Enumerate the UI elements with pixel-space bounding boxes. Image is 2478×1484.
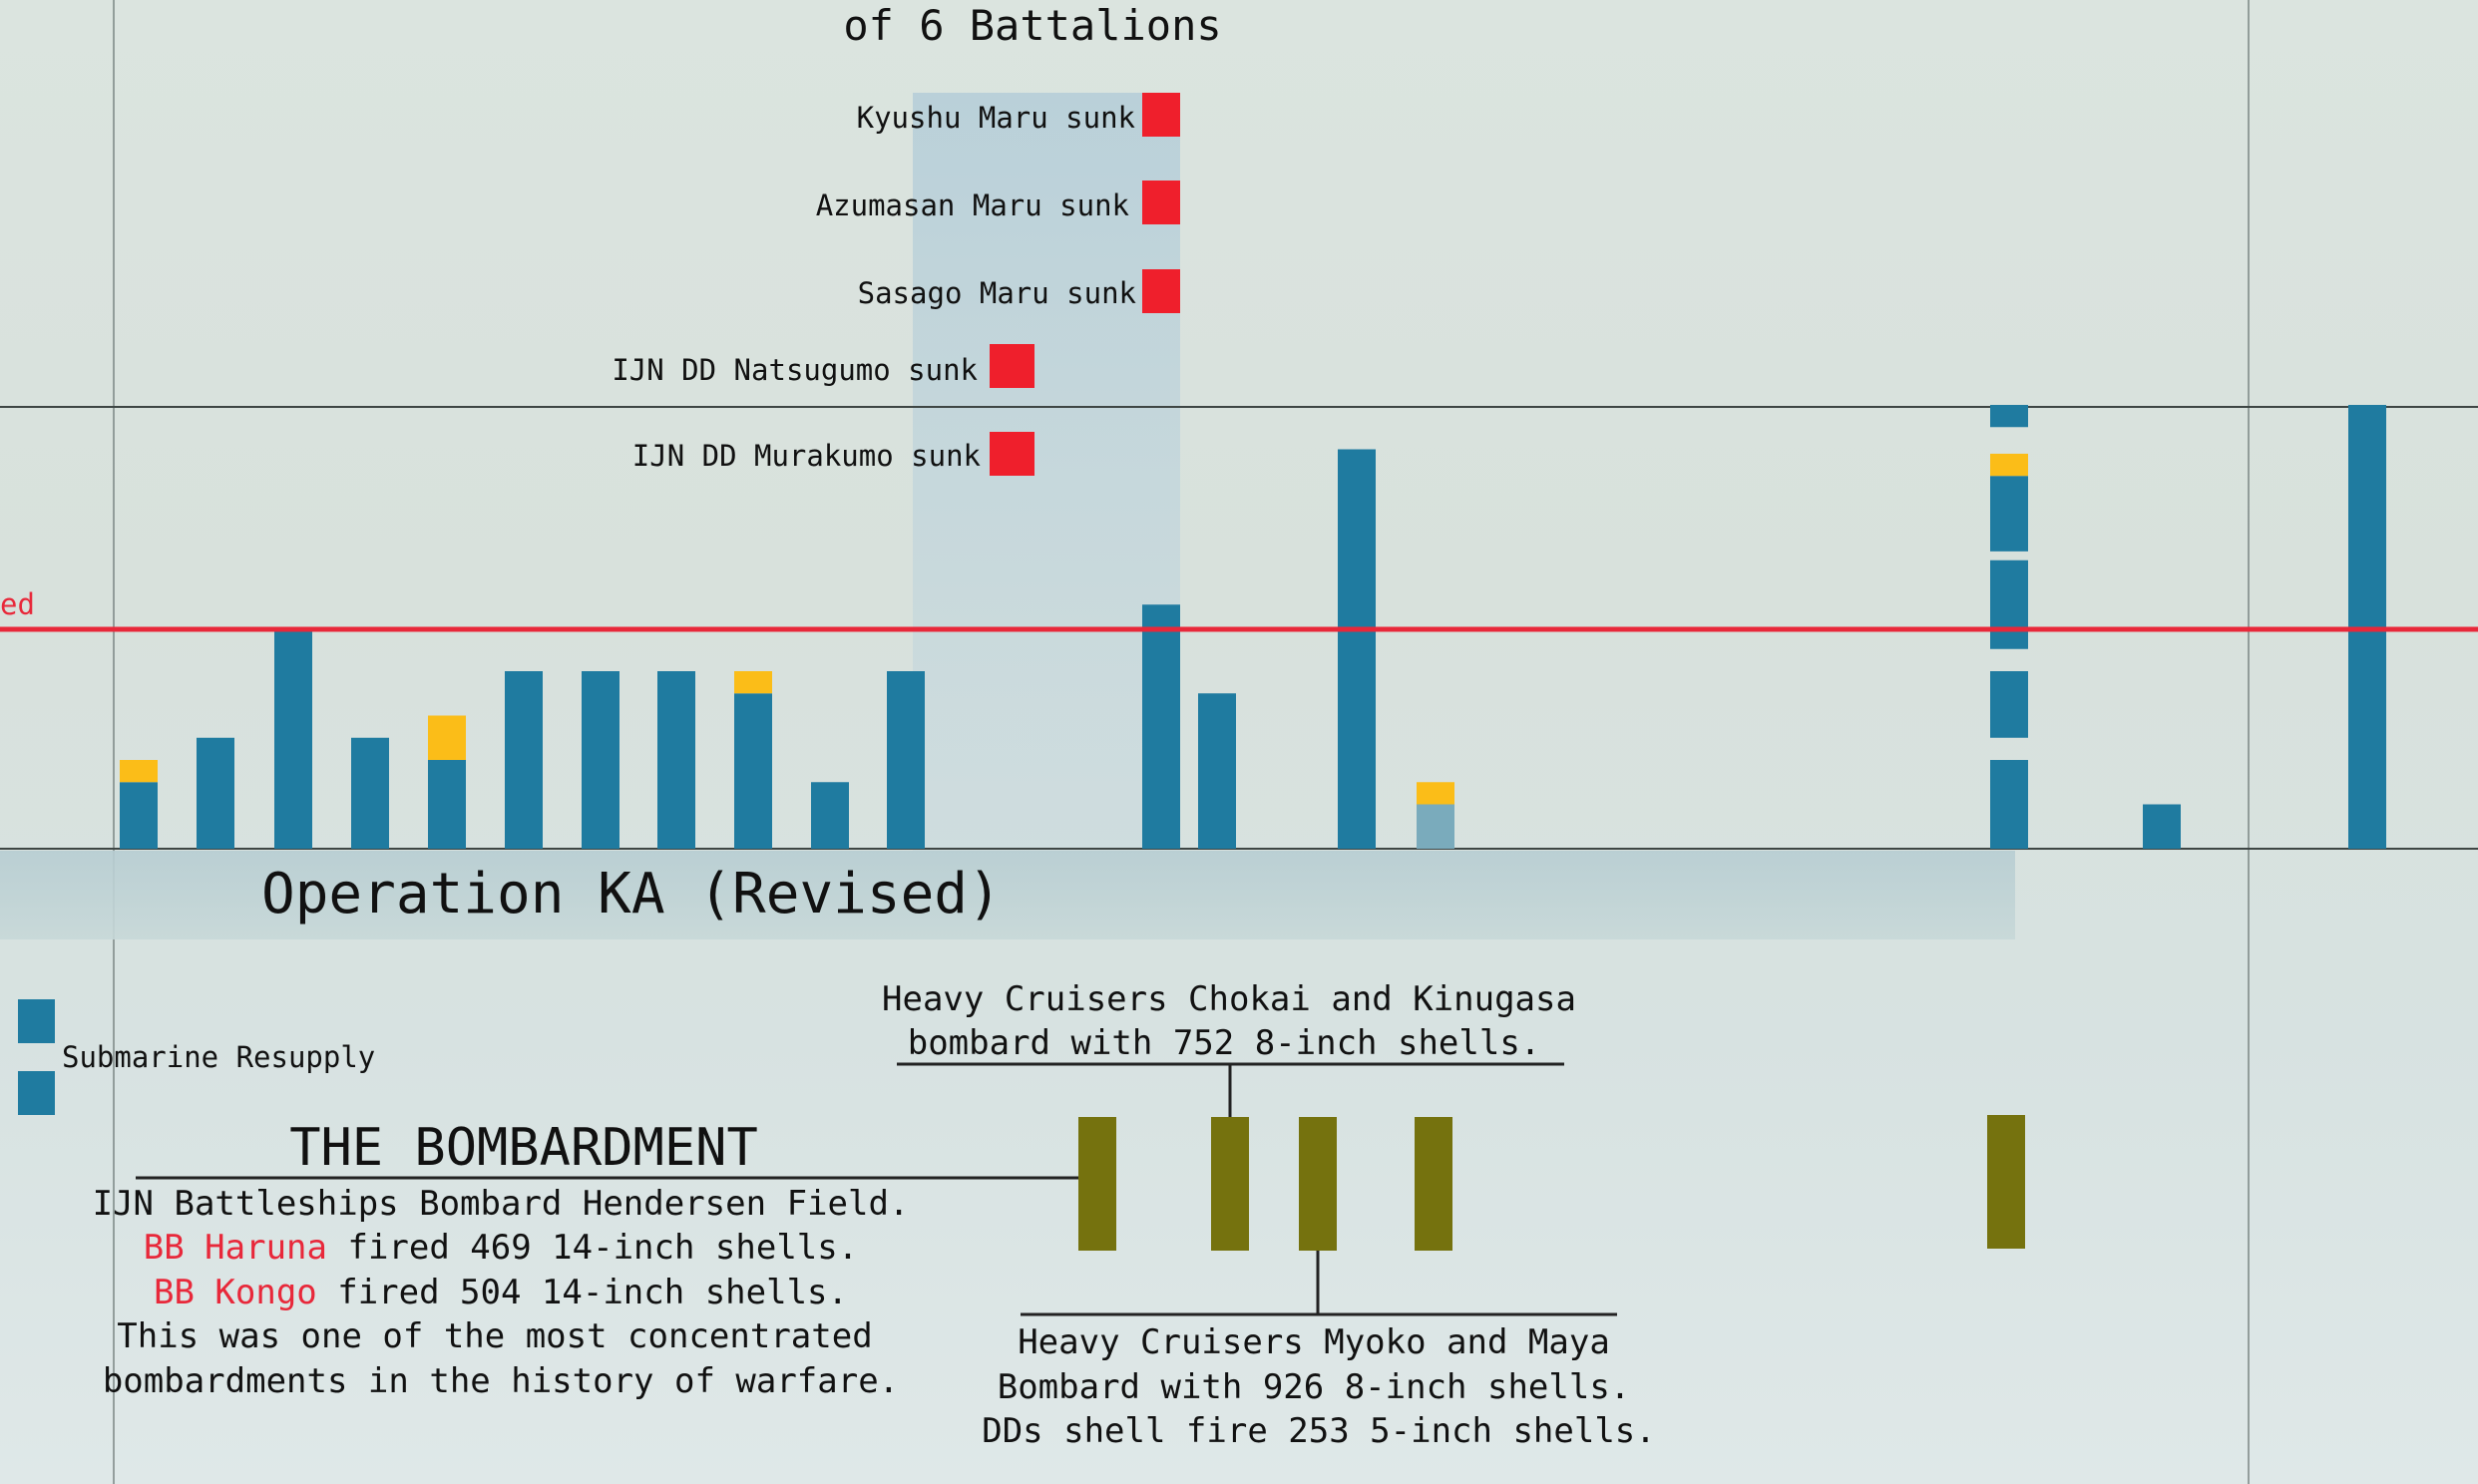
legend-swatch-2 xyxy=(18,1071,55,1115)
bar-14 xyxy=(1338,449,1376,849)
bar-segment-blue xyxy=(1990,671,2028,738)
bar-16 xyxy=(1990,405,2028,849)
bar-segment-blue xyxy=(1990,760,2028,849)
cruisers-bottom-line-1: Heavy Cruisers Myoko and Maya xyxy=(1018,1322,1610,1362)
bar-segment-blue xyxy=(1142,604,1180,849)
bar-segment-blue xyxy=(582,671,620,849)
sunk-marker xyxy=(1142,93,1180,137)
operation-label: Operation KA (Revised) xyxy=(261,862,1002,927)
bombardment-line-2: BB Haruna fired 469 14-inch shells. xyxy=(144,1228,858,1268)
bar-segment-yellow xyxy=(428,715,466,760)
legend-swatch-1 xyxy=(18,999,55,1043)
bar-segment-blue xyxy=(657,671,695,849)
bar-10 xyxy=(811,782,849,849)
bar-17 xyxy=(2143,804,2181,849)
bar-segment-yellow xyxy=(1417,782,1454,805)
sunk-label: IJN DD Murakumo sunk xyxy=(632,439,982,473)
kongo-name: BB Kongo xyxy=(154,1273,317,1312)
bombardment-heading: THE BOMBARDMENT xyxy=(289,1118,758,1178)
cruisers-bottom-line-3: DDs shell fire 253 5-inch shells. xyxy=(982,1411,1656,1451)
haruna-text: fired 469 14-inch shells. xyxy=(327,1228,858,1268)
sunk-label: Kyushu Maru sunk xyxy=(857,101,1136,135)
bar-segment-blue xyxy=(887,671,925,849)
bombardment-line-4: This was one of the most concentrated xyxy=(117,1316,872,1356)
sunk-marker xyxy=(990,432,1034,476)
bar-segment-blue xyxy=(1990,476,2028,552)
bar-1 xyxy=(120,760,158,849)
bar-5 xyxy=(428,715,466,849)
title-fragment: of 6 Battalions xyxy=(843,1,1221,50)
bar-segment-blue xyxy=(2143,804,2181,849)
sunk-label: Sasago Maru sunk xyxy=(858,276,1137,310)
bar-segment-blue xyxy=(1198,693,1236,849)
bar-9 xyxy=(734,671,772,849)
cruisers-top-line-1: Heavy Cruisers Chokai and Kinugasa xyxy=(882,979,1576,1019)
bar-segment-blue xyxy=(1990,405,2028,428)
legend-label: Submarine Resupply xyxy=(62,1040,375,1074)
bar-7 xyxy=(582,671,620,849)
kongo-text: fired 504 14-inch shells. xyxy=(317,1273,848,1312)
sunk-marker xyxy=(1142,181,1180,224)
bar-segment-light xyxy=(1417,804,1454,849)
bar-6 xyxy=(505,671,543,849)
bars-layer xyxy=(120,405,2386,849)
bar-3 xyxy=(274,626,312,849)
cruisers-bottom-line-2: Bombard with 926 8-inch shells. xyxy=(998,1367,1631,1407)
bombardment-line-1: IJN Battleships Bombard Hendersen Field. xyxy=(93,1184,910,1224)
threshold-label: ed xyxy=(0,587,35,621)
bar-segment-yellow xyxy=(120,760,158,783)
bombard-bar-3 xyxy=(1299,1117,1337,1251)
bar-segment-yellow xyxy=(1990,453,2028,477)
bar-8 xyxy=(657,671,695,849)
bar-13 xyxy=(1198,693,1236,849)
bar-segment-blue xyxy=(505,671,543,849)
bar-segment-blue xyxy=(811,782,849,849)
bar-segment-blue xyxy=(428,760,466,849)
bar-segment-blue xyxy=(734,693,772,849)
highlight-column xyxy=(913,93,1180,851)
bar-4 xyxy=(351,737,389,849)
bar-12 xyxy=(1142,604,1180,849)
bombard-bar-4 xyxy=(1415,1117,1452,1251)
bar-segment-yellow xyxy=(734,671,772,694)
sunk-marker xyxy=(990,344,1034,388)
bombardment-line-5: bombardments in the history of warfare. xyxy=(103,1361,899,1401)
bombard-bar-5 xyxy=(1987,1115,2025,1249)
cruisers-top-line-2: bombard with 752 8-inch shells. xyxy=(908,1023,1541,1063)
bar-segment-blue xyxy=(351,737,389,849)
bar-segment-blue xyxy=(274,626,312,849)
bar-segment-blue xyxy=(1338,449,1376,849)
bar-11 xyxy=(887,671,925,849)
bar-15 xyxy=(1417,782,1454,849)
operation-band xyxy=(0,851,2015,939)
haruna-name: BB Haruna xyxy=(144,1228,327,1268)
bar-segment-blue xyxy=(120,782,158,849)
sunk-label: IJN DD Natsugumo sunk xyxy=(612,353,978,387)
bombard-bar-2 xyxy=(1211,1117,1249,1251)
bar-segment-blue xyxy=(197,737,234,849)
bar-segment-blue xyxy=(1990,559,2028,649)
sunk-markers: Kyushu Maru sunk Azumasan Maru sunk Sasago… xyxy=(612,93,1180,476)
bar-2 xyxy=(197,737,234,849)
bombardment-line-3: BB Kongo fired 504 14-inch shells. xyxy=(154,1273,848,1312)
sunk-label: Azumasan Maru sunk xyxy=(816,188,1130,222)
bombard-bar-1 xyxy=(1078,1117,1116,1251)
sunk-marker xyxy=(1142,269,1180,313)
